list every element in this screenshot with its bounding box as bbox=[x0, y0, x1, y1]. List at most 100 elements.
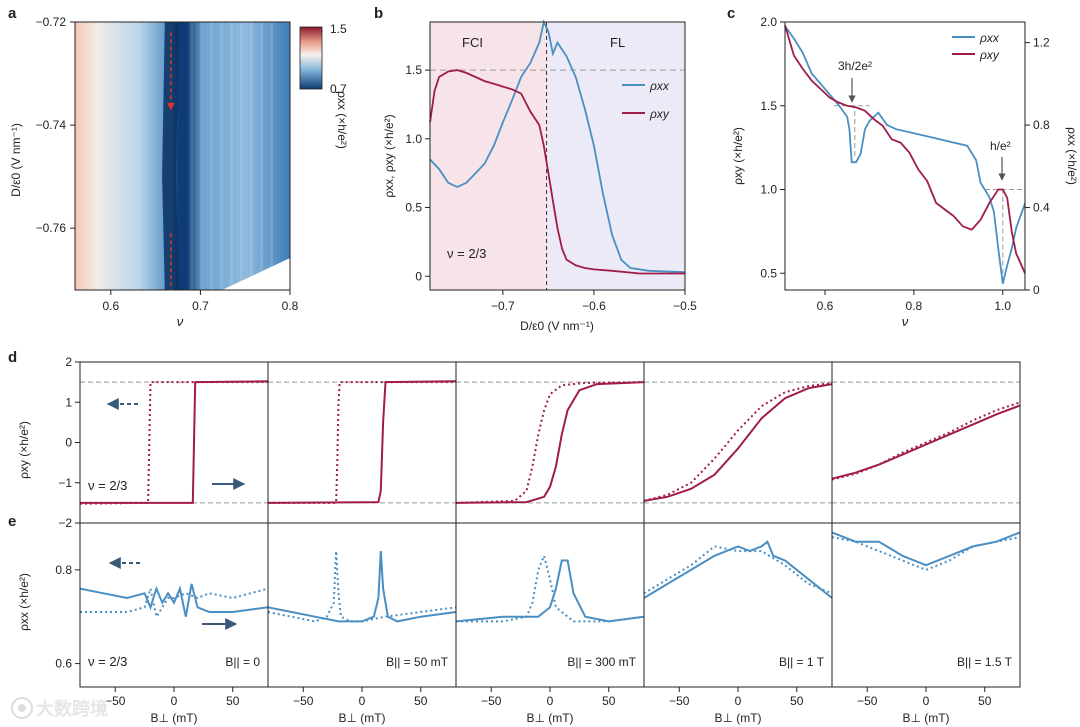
parallel-field-label: B|| = 1.5 T bbox=[957, 655, 1013, 669]
panel-d-ytick-label: 0 bbox=[65, 436, 72, 450]
panel-a-xlabel: ν bbox=[177, 314, 184, 329]
panel-c-xlabel: ν bbox=[902, 314, 909, 329]
panel-c-ytick-right-label: 0.8 bbox=[1033, 118, 1050, 132]
heatmap-texture-stripe bbox=[190, 22, 193, 290]
series-e-sweep-up bbox=[267, 551, 457, 623]
heatmap-texture-stripe bbox=[260, 22, 263, 290]
panel-c-xtick-label: 0.8 bbox=[906, 299, 923, 313]
heatmap-texture-stripe bbox=[220, 22, 223, 290]
panel-label-c: c bbox=[727, 5, 735, 22]
panel-e-subplot: B|| = 0 −50 0 50 B⊥ (mT) 0.8 0.6 bbox=[55, 522, 269, 725]
panel-d-subplot bbox=[455, 361, 645, 524]
heatmap-field bbox=[75, 22, 290, 290]
legend-label-c-rho-xx: ρxx bbox=[979, 31, 1000, 45]
watermark: 大数跨境 bbox=[11, 697, 108, 719]
panel-c-ylabel-right: ρxx (×h/e²) bbox=[1065, 127, 1079, 185]
region-label-fl: FL bbox=[610, 35, 625, 50]
panel-e-xtick-label: 50 bbox=[790, 694, 804, 708]
panel-e-xtick-label: 0 bbox=[171, 694, 178, 708]
panel-e-subplot: B|| = 50 mT −50 0 50 B⊥ (mT) bbox=[267, 522, 457, 725]
annotation-3h-2e2: 3h/2e² bbox=[838, 59, 872, 73]
region-fl bbox=[546, 22, 685, 290]
panel-c-xtick-label: 0.6 bbox=[817, 299, 834, 313]
panel-d-subplot bbox=[643, 361, 833, 524]
heatmap-texture-stripe bbox=[270, 22, 273, 290]
panel-d-ytick-label: −1 bbox=[58, 476, 72, 490]
panel-e-xtick-label: −50 bbox=[293, 694, 314, 708]
panel-d-subplot bbox=[831, 361, 1021, 524]
panel-e-filling-annotation: ν = 2/3 bbox=[88, 654, 127, 669]
panel-e-subplot: B|| = 300 mT −50 0 50 B⊥ (mT) bbox=[455, 522, 645, 725]
panel-b-line-chart: −0.7 −0.6 −0.5 0 0.5 1.0 1.5 FCI FL ν = 2/3 ρx… bbox=[382, 19, 697, 333]
panels-d-e-hysteresis: 2 1 0 −1 −2 B|| = 0 −50 0 50 B⊥ (mT) 0.8 0.6 B|| = 5… bbox=[55, 355, 1021, 725]
heatmap-texture-stripe bbox=[240, 22, 243, 290]
panel-e-xlabel: B⊥ (mT) bbox=[902, 711, 949, 725]
series-e-sweep-down bbox=[456, 552, 645, 623]
panel-b-ytick-label: 1.0 bbox=[405, 132, 422, 146]
series-d-sweep-up bbox=[267, 380, 457, 504]
parallel-field-label: B|| = 50 mT bbox=[386, 655, 449, 669]
brand-logo-icon bbox=[11, 697, 33, 719]
panel-e-subplot: B|| = 1 T −50 0 50 B⊥ (mT) bbox=[643, 522, 833, 725]
panel-c-line-chart: 0.6 0.8 1.0 0.5 1.0 1.5 2.0 0 0.4 0.8 1.2 3h/2e² h… bbox=[731, 15, 1079, 329]
panel-e-xtick-label: 50 bbox=[602, 694, 616, 708]
panel-c-ytick-left-label: 2.0 bbox=[760, 15, 777, 29]
colorbar bbox=[299, 26, 323, 90]
panel-e-xlabel: B⊥ (mT) bbox=[150, 711, 197, 725]
series-d-sweep-down bbox=[643, 381, 833, 502]
panel-b-xtick-label: −0.7 bbox=[491, 299, 515, 313]
legend-label-rho-xy: ρxy bbox=[649, 107, 670, 121]
panel-c-ytick-right-label: 0 bbox=[1033, 283, 1040, 297]
heatmap-texture-stripe bbox=[210, 22, 213, 290]
panel-d-subplot: 2 1 0 −1 −2 bbox=[58, 355, 269, 530]
panel-d-frame bbox=[79, 361, 269, 524]
annotation-h-e2: h/e² bbox=[990, 139, 1011, 153]
series-c-rho-xx bbox=[784, 25, 1026, 285]
panel-e-xlabel: B⊥ (mT) bbox=[338, 711, 385, 725]
panel-b-ytick-label: 0.5 bbox=[405, 201, 422, 215]
heatmap-minimum-valley bbox=[162, 22, 179, 290]
panel-d-subplot bbox=[267, 361, 457, 524]
colorbar-label: ρxx (×h/e²) bbox=[335, 91, 349, 149]
heatmap-texture-stripe bbox=[250, 22, 253, 290]
panel-e-xtick-label: −50 bbox=[857, 694, 878, 708]
series-c-rho-xy bbox=[784, 25, 1026, 274]
panel-e-ylabel: ρxx (×h/e²) bbox=[17, 573, 31, 631]
series-e-sweep-up bbox=[831, 531, 1021, 567]
panel-e-xlabel: B⊥ (mT) bbox=[714, 711, 761, 725]
panel-d-ytick-label: 1 bbox=[65, 395, 72, 409]
panel-e-xtick-label: 0 bbox=[547, 694, 554, 708]
panel-label-d: d bbox=[8, 349, 17, 366]
panel-c-legend: ρxx ρxy bbox=[952, 31, 1000, 62]
series-d-sweep-up bbox=[455, 381, 645, 504]
panel-a-ylabel: D/ε0 (V nm⁻¹) bbox=[9, 123, 23, 197]
panel-c-ytick-left-label: 0.5 bbox=[760, 266, 777, 280]
series-e-sweep-up bbox=[79, 583, 269, 617]
parallel-field-label: B|| = 0 bbox=[225, 655, 260, 669]
colorbar-tick-max: 1.5 bbox=[330, 22, 347, 36]
panel-a-ytick-label: −0.74 bbox=[36, 118, 67, 132]
panel-b-xtick-label: −0.6 bbox=[582, 299, 606, 313]
legend-label-c-rho-xy: ρxy bbox=[979, 48, 1000, 62]
panel-a-xtick-label: 0.8 bbox=[282, 299, 299, 313]
panel-e-xtick-label: 0 bbox=[923, 694, 930, 708]
panel-e-xtick-label: −50 bbox=[481, 694, 502, 708]
series-e-sweep-down bbox=[267, 551, 457, 623]
panel-b-filling-annotation: ν = 2/3 bbox=[447, 246, 486, 261]
panel-e-xtick-label: −50 bbox=[105, 694, 126, 708]
series-rho-xy bbox=[429, 69, 685, 275]
panel-c-ytick-right-label: 1.2 bbox=[1033, 36, 1050, 50]
panel-e-xtick-label: 50 bbox=[978, 694, 992, 708]
panel-e-subplot: B|| = 1.5 T −50 0 50 B⊥ (mT) bbox=[831, 522, 1021, 725]
panel-c-xtick-label: 1.0 bbox=[994, 299, 1011, 313]
series-d-sweep-down bbox=[831, 401, 1021, 481]
panel-e-ytick-label: 0.8 bbox=[55, 563, 72, 577]
panel-c-ytick-left-label: 1.0 bbox=[760, 183, 777, 197]
panel-d-frame bbox=[455, 361, 645, 524]
parallel-field-label: B|| = 300 mT bbox=[567, 655, 636, 669]
panel-label-b: b bbox=[374, 5, 383, 22]
panel-label-a: a bbox=[8, 5, 17, 22]
series-e-sweep-down bbox=[80, 584, 269, 620]
legend-label-rho-xx: ρxx bbox=[649, 79, 670, 93]
